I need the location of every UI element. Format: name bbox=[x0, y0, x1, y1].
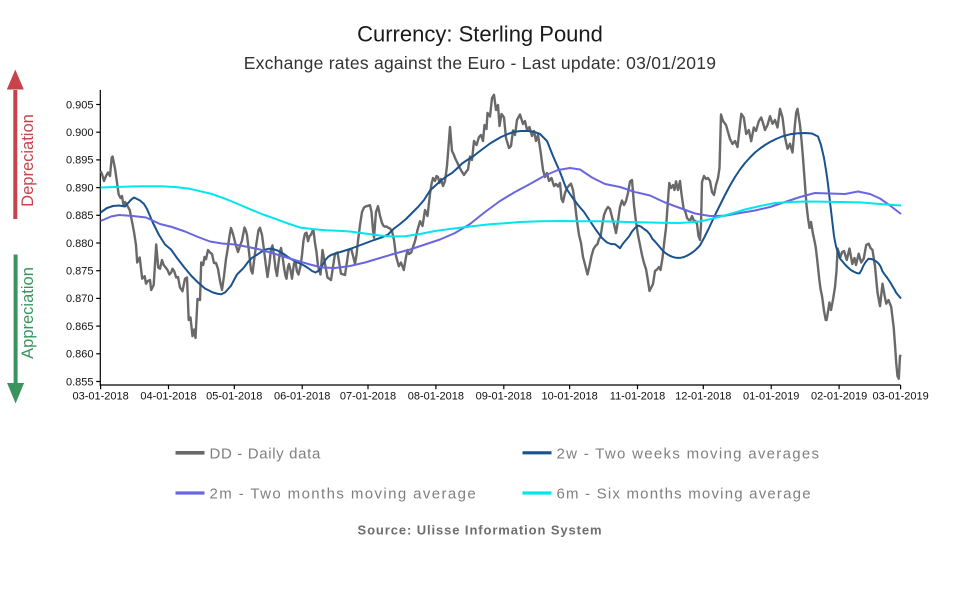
svg-text:Depreciation: Depreciation bbox=[19, 114, 37, 207]
svg-text:Appreciation: Appreciation bbox=[19, 267, 37, 359]
svg-text:07-01-2018: 07-01-2018 bbox=[340, 391, 396, 403]
svg-text:Exchange rates against the Eur: Exchange rates against the Euro - Last u… bbox=[244, 53, 717, 73]
svg-text:Currency: Sterling Pound: Currency: Sterling Pound bbox=[357, 22, 603, 47]
svg-text:0.885: 0.885 bbox=[66, 210, 94, 222]
svg-text:0.905: 0.905 bbox=[66, 99, 94, 111]
svg-text:0.880: 0.880 bbox=[66, 238, 94, 250]
svg-text:12-01-2018: 12-01-2018 bbox=[675, 391, 731, 403]
svg-text:10-01-2018: 10-01-2018 bbox=[541, 391, 597, 403]
svg-text:0.855: 0.855 bbox=[66, 376, 94, 388]
svg-text:6m - Six months moving average: 6m - Six months moving average bbox=[557, 486, 812, 503]
svg-text:09-01-2018: 09-01-2018 bbox=[476, 391, 532, 403]
svg-text:06-01-2018: 06-01-2018 bbox=[274, 391, 330, 403]
svg-text:0.875: 0.875 bbox=[66, 266, 94, 278]
svg-text:03-01-2018: 03-01-2018 bbox=[72, 391, 128, 403]
svg-text:Source: Ulisse Information Sys: Source: Ulisse Information System bbox=[358, 523, 603, 538]
svg-text:05-01-2018: 05-01-2018 bbox=[206, 391, 262, 403]
svg-text:08-01-2018: 08-01-2018 bbox=[408, 391, 464, 403]
svg-text:02-01-2019: 02-01-2019 bbox=[811, 391, 867, 403]
svg-text:04-01-2018: 04-01-2018 bbox=[140, 391, 196, 403]
svg-text:0.870: 0.870 bbox=[66, 293, 94, 305]
svg-text:0.890: 0.890 bbox=[66, 182, 94, 194]
svg-text:0.865: 0.865 bbox=[66, 321, 94, 333]
svg-text:2w - Two weeks moving averages: 2w - Two weeks moving averages bbox=[557, 445, 821, 462]
svg-text:DD - Daily data: DD - Daily data bbox=[210, 445, 321, 462]
svg-text:0.895: 0.895 bbox=[66, 155, 94, 167]
svg-text:0.900: 0.900 bbox=[66, 127, 94, 139]
svg-text:03-01-2019: 03-01-2019 bbox=[872, 391, 928, 403]
svg-text:0.860: 0.860 bbox=[66, 349, 94, 361]
svg-text:01-01-2019: 01-01-2019 bbox=[743, 391, 799, 403]
svg-text:2m - Two months moving average: 2m - Two months moving average bbox=[210, 486, 478, 503]
svg-text:11-01-2018: 11-01-2018 bbox=[610, 391, 665, 403]
